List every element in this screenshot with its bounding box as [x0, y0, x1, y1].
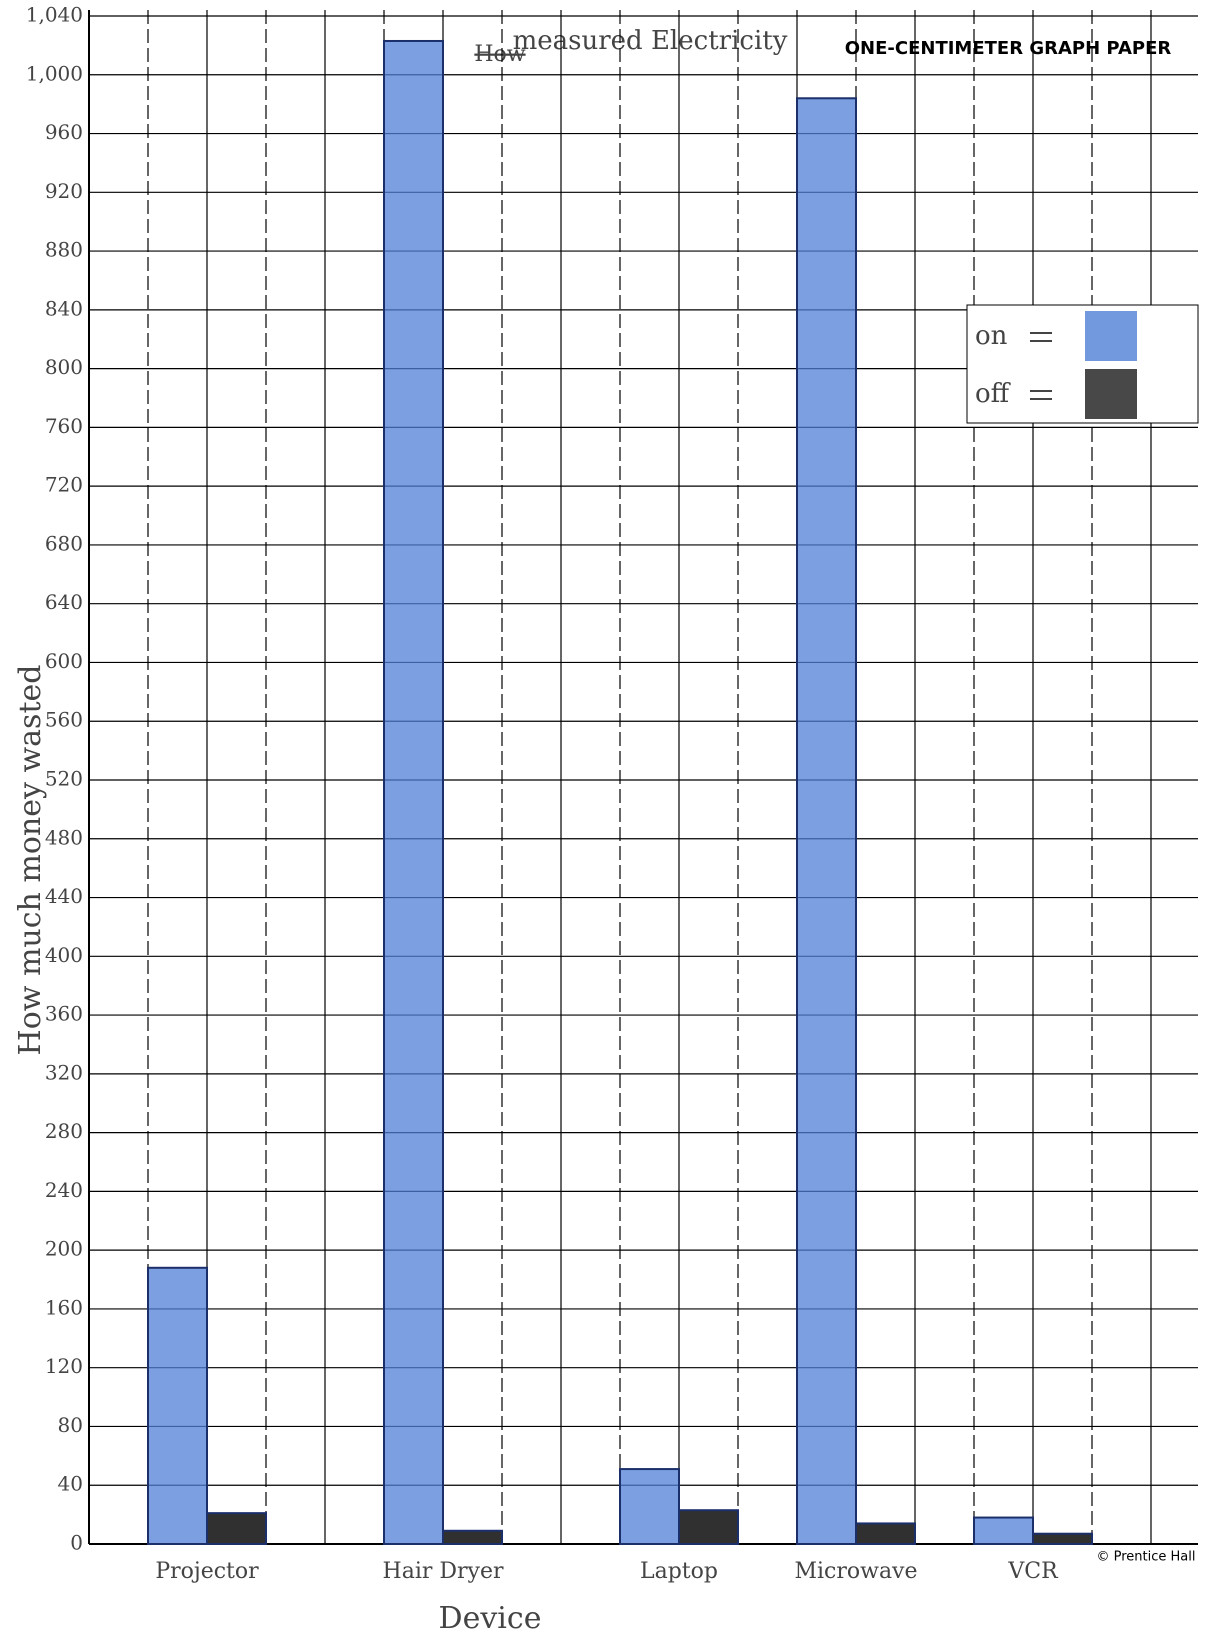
y-tick-label: 960: [45, 120, 83, 144]
x-tick-label: Microwave: [794, 1559, 917, 1584]
y-tick-label: 680: [45, 531, 83, 555]
y-tick-label: 1,040: [26, 3, 83, 27]
chart: ONE-CENTIMETER GRAPH PAPER How measured …: [0, 0, 1212, 1648]
y-tick-label: 320: [45, 1060, 83, 1084]
bar: [856, 1523, 915, 1544]
y-tick-label: 880: [45, 238, 83, 262]
x-tick-label: Laptop: [640, 1559, 718, 1584]
y-tick-label: 160: [45, 1295, 83, 1319]
legend-label: on: [975, 321, 1008, 351]
y-tick-label: 640: [45, 590, 83, 614]
bar: [797, 98, 856, 1544]
y-tick-label: 400: [45, 943, 83, 967]
y-tick-label: 520: [45, 767, 83, 791]
y-tick-label: 280: [45, 1119, 83, 1143]
x-tick-label: Hair Dryer: [383, 1559, 504, 1584]
chart-title: measured Electricity: [513, 26, 788, 56]
bar: [207, 1513, 266, 1544]
legend-label: off: [975, 379, 1012, 409]
y-tick-label: 480: [45, 825, 83, 849]
y-tick-label: 720: [45, 473, 83, 497]
bar: [443, 1531, 502, 1544]
x-tick-label: Projector: [155, 1559, 259, 1584]
paper-header: ONE-CENTIMETER GRAPH PAPER: [845, 38, 1172, 59]
y-tick-label: 240: [45, 1178, 83, 1202]
y-tick-label: 800: [45, 355, 83, 379]
legend-swatch: [1085, 311, 1137, 361]
credit: © Prentice Hall: [1097, 1550, 1196, 1565]
y-tick-label: 760: [45, 414, 83, 438]
bar: [384, 41, 443, 1544]
y-tick-label: 1,000: [26, 61, 83, 85]
bar: [1033, 1534, 1092, 1544]
y-tick-label: 40: [58, 1472, 83, 1496]
x-axis-label: Device: [439, 1601, 542, 1636]
y-axis-label: How much money wasted: [13, 665, 48, 1056]
y-tick-label: 560: [45, 708, 83, 732]
y-tick-label: 200: [45, 1237, 83, 1261]
x-tick-label: VCR: [1007, 1559, 1059, 1584]
bar: [679, 1510, 738, 1544]
y-tick-label: 80: [58, 1413, 83, 1437]
bar: [148, 1268, 207, 1544]
bar: [620, 1469, 679, 1544]
y-tick-label: 920: [45, 179, 83, 203]
y-tick-label: 360: [45, 1002, 83, 1026]
y-tick-label: 840: [45, 296, 83, 320]
y-tick-label: 0: [70, 1531, 83, 1555]
plot: 0 40 80 120 160 200 240 280 320 360 400 440 480 520 56…: [26, 3, 1198, 1585]
bar: [974, 1518, 1033, 1544]
y-tick-label: 600: [45, 649, 83, 673]
y-tick-label: 120: [45, 1354, 83, 1378]
y-tick-label: 440: [45, 884, 83, 908]
legend-swatch: [1085, 369, 1137, 419]
